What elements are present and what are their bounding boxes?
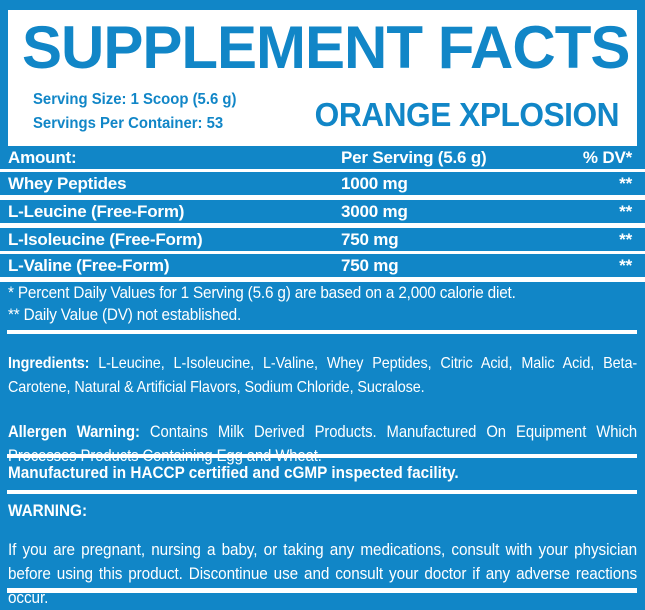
nutrient-name: L-Leucine (Free-Form) [8,202,185,221]
ingredients-paragraph: Ingredients: L-Leucine, L-Isoleucine, L-… [8,352,637,400]
section-divider [7,330,637,334]
allergen-paragraph: Allergen Warning: Contains Milk Derived … [8,420,637,468]
ingredients-label: Ingredients: [8,355,99,372]
nutrient-name: Whey Peptides [8,174,127,193]
table-header-row: Amount: Per Serving (5.6 g) % DV* [0,146,645,169]
nutrient-dv: ** [619,174,632,193]
row-divider [0,223,645,228]
manufacture-note: Manufactured in HACCP certified and cGMP… [8,463,459,482]
table-row: L-Isoleucine (Free-Form) 750 mg ** [0,228,645,251]
table-row: Whey Peptides 1000 mg ** [0,172,645,195]
row-divider [0,251,645,254]
ingredients-text: L-Leucine, L-Isoleucine, L-Valine, Whey … [8,355,638,396]
allergen-label: Allergen Warning: [8,422,150,441]
row-divider [0,277,645,282]
nutrient-dv: ** [619,256,632,275]
nutrient-amount: 1000 mg [341,174,408,193]
warning-label: WARNING: [8,501,88,520]
section-divider [7,490,637,494]
col-per-serving-header: Per Serving (5.6 g) [341,148,487,167]
serving-size: Serving Size: 1 Scoop (5.6 g) [33,91,237,108]
nutrient-amount: 750 mg [341,230,399,249]
nutrient-amount: 750 mg [341,256,399,275]
section-divider [7,588,637,593]
table-row: L-Leucine (Free-Form) 3000 mg ** [0,200,645,223]
supplement-facts-title: SUPPLEMENT FACTS [22,14,630,81]
flavor-name: ORANGE XPLOSION [314,96,620,133]
row-divider [0,169,645,172]
warning-text: If you are pregnant, nursing a baby, or … [8,540,638,607]
col-dv-header: % DV* [582,148,632,167]
header-panel: SUPPLEMENT FACTS Serving Size: 1 Scoop (… [8,10,637,146]
facts-table: Amount: Per Serving (5.6 g) % DV* Whey P… [0,146,645,282]
nutrient-amount: 3000 mg [341,202,408,221]
daily-values-footnote: * Percent Daily Values for 1 Serving (5.… [8,283,516,302]
nutrient-dv: ** [619,230,632,249]
table-row: L-Valine (Free-Form) 750 mg ** [0,254,645,277]
section-divider [7,454,637,458]
dv-not-established-footnote: ** Daily Value (DV) not established. [8,305,242,324]
servings-per-container: Servings Per Container: 53 [33,115,224,132]
nutrient-name: L-Valine (Free-Form) [8,256,170,275]
nutrient-dv: ** [619,202,632,221]
row-divider [0,195,645,200]
col-amount-header: Amount: [8,148,77,167]
nutrient-name: L-Isoleucine (Free-Form) [8,230,203,249]
